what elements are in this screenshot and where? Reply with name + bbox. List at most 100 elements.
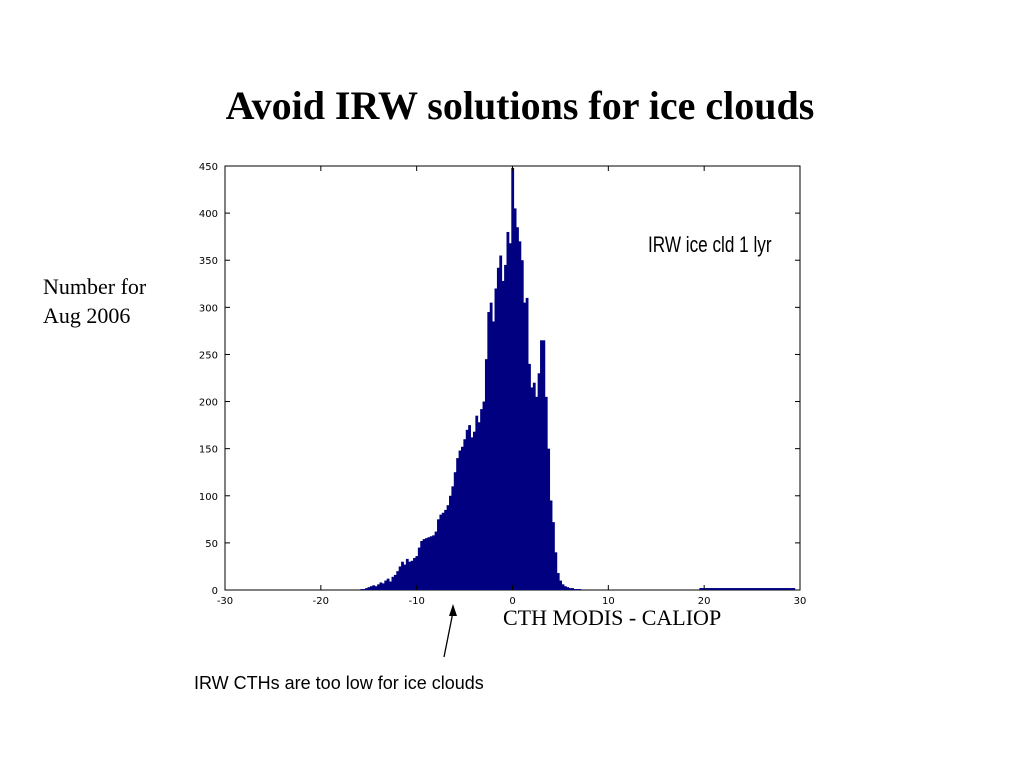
y-tick-label: 100 — [199, 492, 218, 503]
histogram-bar — [410, 560, 414, 590]
histogram-bar — [530, 387, 534, 590]
histogram-bar — [367, 587, 371, 590]
y-axis-caption: Number for Aug 2006 — [43, 272, 146, 330]
histogram-bar — [413, 557, 416, 590]
histogram-bar — [372, 585, 376, 590]
x-tick-label: -20 — [313, 596, 329, 607]
histogram-bar — [417, 547, 421, 590]
histogram-bar — [369, 586, 373, 590]
histogram-bar — [566, 587, 570, 590]
y-axis-caption-line-1: Number for — [43, 274, 147, 299]
y-tick-label: 300 — [199, 303, 218, 314]
histogram-bar — [508, 243, 512, 591]
y-tick-label: 0 — [212, 586, 218, 597]
histogram-bar — [403, 564, 407, 590]
histogram-bar — [425, 538, 428, 590]
histogram-bar — [389, 581, 392, 590]
histogram-bar — [480, 409, 483, 590]
histogram-bar — [405, 558, 409, 590]
histogram-bar — [540, 340, 543, 590]
histogram-bar-tail — [699, 588, 796, 590]
histogram-bar — [386, 578, 390, 590]
histogram-bar — [401, 561, 404, 590]
histogram-bar — [489, 302, 493, 590]
histogram-bar — [439, 514, 443, 590]
histogram-bar — [437, 519, 440, 590]
histogram-bar — [449, 495, 452, 590]
histogram-bar — [460, 446, 464, 590]
histogram-bar — [559, 580, 563, 590]
histogram-bar — [537, 373, 541, 590]
histogram-bar — [422, 539, 426, 590]
histogram-bar — [384, 580, 388, 590]
y-tick-label: 350 — [199, 256, 218, 267]
histogram-bar — [518, 241, 522, 590]
histogram-bar — [571, 588, 574, 590]
y-tick-label: 250 — [199, 350, 218, 361]
y-tick-label: 400 — [199, 209, 218, 220]
histogram-bar — [513, 208, 517, 590]
annotation-arrow-shaft — [443, 611, 454, 658]
histogram-bar — [453, 472, 457, 590]
histogram-bar — [446, 505, 450, 590]
histogram-bar — [568, 588, 572, 590]
histogram-bar — [475, 415, 479, 590]
histogram-bar — [516, 227, 519, 590]
y-tick-label: 50 — [205, 539, 218, 550]
x-tick-label: -10 — [408, 596, 424, 607]
histogram-bar — [561, 584, 565, 590]
histogram-bar — [544, 396, 548, 590]
histogram-bar — [532, 382, 536, 590]
histogram-bar — [504, 264, 507, 590]
histogram-bar — [496, 267, 500, 590]
histogram-bar — [494, 288, 498, 590]
histogram-bar — [468, 425, 471, 590]
histogram-bar — [420, 541, 424, 590]
histogram-bar — [482, 401, 486, 590]
x-tick-label: 10 — [602, 596, 615, 607]
histogram-bar — [523, 302, 527, 590]
histogram-bars — [360, 167, 796, 591]
histogram-bar — [393, 574, 397, 590]
histogram-bar — [391, 576, 395, 590]
histogram-bar — [415, 556, 419, 590]
x-tick-label: 0 — [509, 596, 515, 607]
histogram-bar — [408, 561, 412, 590]
histogram-bar — [547, 448, 551, 590]
annotation-text: IRW CTHs are too low for ice clouds — [194, 673, 484, 693]
histogram-bar — [492, 321, 495, 590]
histogram-bar — [556, 573, 560, 590]
histogram-bar — [374, 586, 378, 590]
axis-tick-labels: 0 50 100 150 200 250 300 350 400 450 -30 -20 -10 0 10 2… — [199, 162, 806, 607]
histogram-bar — [525, 297, 529, 590]
histogram-bar — [477, 422, 481, 590]
histogram-bar — [360, 589, 364, 590]
histogram-bar — [573, 589, 577, 590]
x-axis-caption: CTH MODIS - CALIOP — [503, 605, 722, 630]
histogram-bar — [484, 359, 488, 590]
histogram-bar — [451, 486, 455, 590]
histogram-bar — [398, 566, 402, 590]
histogram-bar — [427, 537, 431, 590]
annotation-arrow-head — [449, 604, 457, 616]
histogram-bar — [472, 431, 476, 590]
histogram-bar — [463, 439, 467, 590]
histogram-bar — [465, 429, 469, 590]
y-tick-label: 200 — [199, 398, 218, 409]
y-tick-label: 150 — [199, 445, 218, 456]
histogram-bar — [542, 340, 546, 590]
histogram-bar — [487, 312, 491, 590]
slide-title: Avoid IRW solutions for ice clouds — [225, 83, 815, 128]
x-tick-label: 20 — [698, 596, 711, 607]
histogram-bar — [535, 396, 539, 590]
histogram-bar — [429, 536, 433, 590]
histogram-bar — [501, 280, 505, 590]
chart-inset-title: IRW ice cld 1 lyr — [648, 233, 772, 258]
histogram-bar — [434, 531, 438, 590]
histogram-bar — [377, 584, 380, 590]
histogram-bar — [432, 535, 436, 590]
histogram-bar — [511, 167, 515, 590]
histogram-bar — [552, 522, 555, 590]
histogram-bar — [554, 552, 558, 590]
histogram-bar — [549, 500, 553, 590]
